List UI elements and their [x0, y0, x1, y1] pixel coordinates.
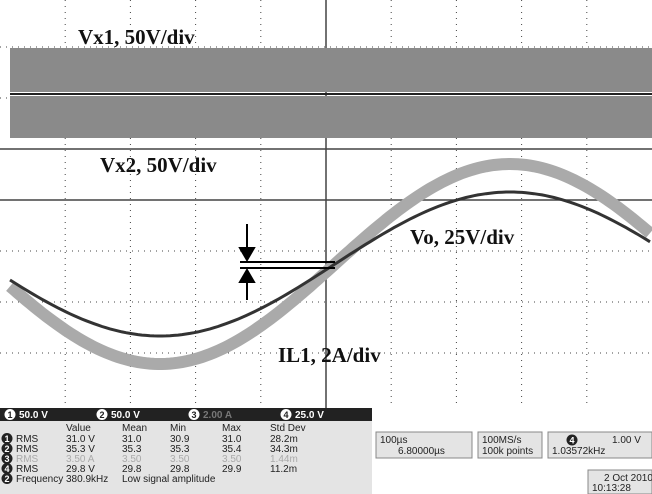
sample-rate: 100MS/s [482, 435, 521, 446]
measurement-cell: 3.50 [170, 454, 190, 465]
channel-badge [1, 443, 13, 454]
channel-number: 2 [4, 474, 9, 484]
measurement-cell: 35.3 V [66, 444, 95, 455]
channel-badge [96, 409, 108, 420]
ripple-marker [238, 224, 335, 300]
measurement-cell: 29.9 [222, 464, 242, 475]
measurement-note: Low signal amplitude [122, 474, 216, 485]
measurement-name: RMS [16, 434, 39, 445]
timebase-scale: 100µs [380, 435, 407, 446]
measurement-cell: 35.4 [222, 444, 242, 455]
status-box [375, 431, 473, 459]
measurement-name: RMS [16, 444, 39, 455]
channel-number: 1 [7, 410, 12, 420]
channel-number: 4 [569, 436, 574, 446]
channel-scale: 50.0 V [111, 410, 140, 421]
channel-number: 3 [4, 454, 9, 464]
channel-badge [4, 409, 16, 420]
channel-number: 4 [4, 464, 9, 474]
table-header: Value [66, 423, 91, 434]
status-box [477, 431, 543, 459]
channel-badge [280, 409, 292, 420]
measurement-cell: 35.3 [122, 444, 142, 455]
measurement-cell: 29.8 [122, 464, 142, 475]
measurement-name: Frequency [16, 474, 63, 485]
channel-badge [188, 409, 200, 420]
measurement-cell: 28.2m [270, 434, 298, 445]
waveform-label: Vx2, 50V/div [100, 153, 217, 177]
channel-badge [1, 453, 13, 464]
measurement-name: RMS [16, 464, 39, 475]
measurement-cell: 31.0 V [66, 434, 95, 445]
trigger-frequency: 1.03572kHz [552, 446, 605, 457]
channel-scale: 50.0 V [19, 410, 48, 421]
status-box [547, 431, 652, 459]
measurement-cell: 29.8 V [66, 464, 95, 475]
datetime-box [587, 469, 652, 494]
waveform-label: Vo, 25V/div [410, 225, 515, 249]
measurement-cell: 30.9 [170, 434, 190, 445]
measurement-cell: 3.50 A [66, 454, 95, 465]
waveform-label: Vx1, 50V/div [78, 25, 195, 49]
table-header: Min [170, 423, 186, 434]
timebase-position: 6.80000µs [398, 446, 445, 457]
measurement-cell: 3.50 [222, 454, 242, 465]
table-header: Std Dev [270, 423, 306, 434]
channel-badge [566, 434, 578, 446]
time: 10:13:28 [592, 483, 631, 494]
panel-contents: 1 50.0 V 2 50.0 V 3 2.00 A 4 25.0 V Value Mean Min… [1, 409, 652, 494]
measurement-cell: 380.9kHz [66, 474, 108, 485]
measurement-cell: 31.0 [222, 434, 242, 445]
channel-number: 2 [99, 410, 104, 420]
channel-number: 1 [4, 434, 9, 444]
vx1-trace [10, 48, 652, 92]
channel-number: 3 [191, 410, 196, 420]
channel-number: 4 [283, 410, 288, 420]
vx2-trace [10, 96, 652, 138]
table-header: Mean [122, 423, 147, 434]
measurement-cell: 35.3 [170, 444, 190, 455]
trigger-level: 1.00 V [612, 435, 641, 446]
date: 2 Oct 2010 [604, 473, 652, 484]
waveform-label: IL1, 2A/div [278, 343, 381, 367]
measurement-cell: 31.0 [122, 434, 142, 445]
record-length: 100k points [482, 446, 533, 457]
measurement-panel [0, 408, 372, 494]
table-header: Max [222, 423, 241, 434]
measurement-cell: 3.50 [122, 454, 142, 465]
channel-badge [1, 473, 13, 484]
channel-badge [1, 463, 13, 474]
channel-scale: 25.0 V [295, 410, 324, 421]
channel-number: 2 [4, 444, 9, 454]
measurement-name: RMS [16, 454, 39, 465]
measurement-cell: 34.3m [270, 444, 298, 455]
measurement-cell: 11.2m [270, 464, 297, 475]
channel-scale: 2.00 A [203, 410, 232, 421]
channel-bar [0, 408, 372, 421]
measurement-cell: 29.8 [170, 464, 190, 475]
channel-badge [1, 433, 13, 444]
measurement-cell: 1.44m [270, 454, 298, 465]
